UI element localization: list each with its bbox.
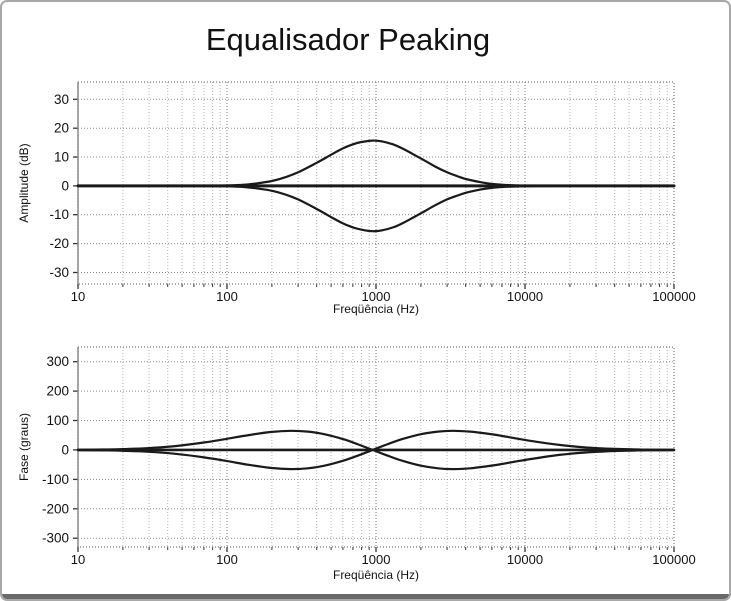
x-tick-label: 10000 [507, 289, 543, 304]
x-tick-label: 100000 [652, 289, 695, 304]
y-tick-label: 20 [54, 121, 69, 136]
y-tick-label: -200 [42, 501, 69, 516]
chart-title: Equalisador Peaking [205, 22, 491, 57]
y-tick-label: -10 [49, 207, 69, 222]
x-tick-label: 10 [71, 552, 85, 567]
y-tick-label: -100 [42, 472, 69, 487]
x-tick-label: 100000 [652, 552, 695, 567]
x-tick-label: 1000 [362, 289, 391, 304]
y-tick-label: 300 [46, 354, 69, 369]
y-tick-label: -300 [42, 531, 69, 546]
window-bottom-edge [2, 594, 729, 599]
x-tick-label: 10000 [507, 552, 543, 567]
y-tick-label: 100 [46, 413, 69, 428]
y-tick-label: 0 [61, 178, 69, 193]
curve-cut-phase [76, 429, 676, 471]
y-tick-label: 30 [54, 92, 69, 107]
curve-boost-peak-+15dB-1kHz [76, 139, 676, 188]
curve-boost-phase [76, 429, 676, 471]
y-tick-label: 200 [46, 384, 69, 399]
x-tick-label: 1000 [362, 552, 391, 567]
frequency-axis-title-top: Freqüência (Hz) [332, 302, 420, 316]
y-tick-label: 10 [54, 150, 69, 165]
y-tick-label: -30 [49, 265, 69, 280]
x-tick-label: 10 [71, 289, 85, 304]
y-tick-label: -20 [49, 236, 69, 251]
curve-cut-peak--15dB-1kHz [76, 184, 676, 233]
y-tick-label: 0 [61, 442, 69, 457]
x-tick-label: 100 [216, 552, 238, 567]
x-tick-label: 100 [216, 289, 238, 304]
frequency-axis-title-bottom: Freqüência (Hz) [332, 568, 420, 582]
